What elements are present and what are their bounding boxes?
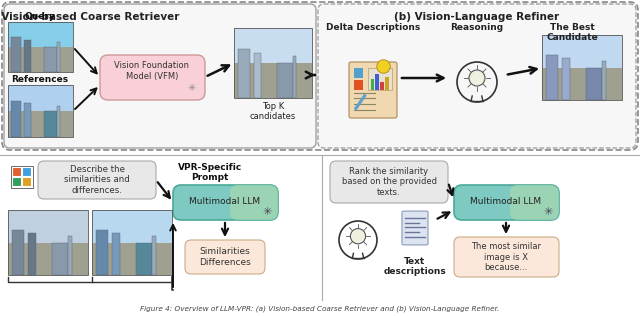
Bar xyxy=(136,242,152,275)
Bar xyxy=(376,74,379,90)
Text: Delta Descriptions: Delta Descriptions xyxy=(326,23,420,32)
FancyBboxPatch shape xyxy=(2,2,638,150)
Bar xyxy=(24,40,31,72)
Bar xyxy=(22,177,31,186)
Bar xyxy=(234,28,312,63)
Text: The most similar
image is X
because...: The most similar image is X because... xyxy=(471,242,541,272)
FancyBboxPatch shape xyxy=(454,237,559,277)
Bar xyxy=(52,242,68,275)
Bar xyxy=(354,80,364,90)
Bar xyxy=(8,85,73,137)
FancyBboxPatch shape xyxy=(230,185,278,220)
Bar xyxy=(602,61,606,100)
Circle shape xyxy=(377,60,390,73)
Bar xyxy=(368,68,392,90)
Bar xyxy=(238,49,250,98)
FancyBboxPatch shape xyxy=(100,55,205,100)
Bar xyxy=(44,111,57,137)
Bar xyxy=(277,63,292,98)
Bar xyxy=(68,236,72,275)
Bar xyxy=(542,35,622,68)
Bar xyxy=(112,233,120,275)
Bar xyxy=(8,47,73,72)
Text: Multimodal LLM: Multimodal LLM xyxy=(470,198,541,206)
Circle shape xyxy=(351,228,365,244)
Bar xyxy=(8,85,73,111)
Text: Similarities
Differences: Similarities Differences xyxy=(199,247,251,267)
FancyBboxPatch shape xyxy=(185,240,265,274)
Text: ✳: ✳ xyxy=(188,83,196,93)
Text: Rank the similarity
based on the provided
texts.: Rank the similarity based on the provide… xyxy=(342,167,436,197)
Bar xyxy=(12,177,21,186)
Bar xyxy=(12,37,21,72)
Text: VPR-Specific
Prompt: VPR-Specific Prompt xyxy=(178,163,242,182)
Text: Vision Foundation
Model (VFM): Vision Foundation Model (VFM) xyxy=(115,61,189,81)
Bar xyxy=(562,58,570,100)
Circle shape xyxy=(469,70,485,86)
FancyBboxPatch shape xyxy=(454,185,559,220)
Bar xyxy=(8,242,88,275)
Bar xyxy=(380,82,384,90)
Bar xyxy=(28,233,36,275)
Bar xyxy=(292,56,296,98)
Bar xyxy=(253,52,261,98)
Text: Top K
candidates: Top K candidates xyxy=(250,102,296,121)
Bar xyxy=(12,100,21,137)
Bar xyxy=(354,68,364,78)
Bar xyxy=(385,76,388,90)
FancyBboxPatch shape xyxy=(330,161,448,203)
Bar xyxy=(542,68,622,100)
FancyBboxPatch shape xyxy=(38,161,156,199)
Bar xyxy=(586,68,602,100)
Text: Figure 4: Overview of LLM-VPR: (a) Vision-based Coarse Retriever and (b) Vision-: Figure 4: Overview of LLM-VPR: (a) Visio… xyxy=(140,305,500,312)
Text: Query: Query xyxy=(24,12,56,21)
FancyBboxPatch shape xyxy=(173,185,278,220)
Bar xyxy=(152,236,156,275)
Bar xyxy=(24,103,31,137)
Bar xyxy=(57,42,60,72)
Bar xyxy=(96,229,108,275)
Text: Text
descriptions: Text descriptions xyxy=(383,257,446,276)
Polygon shape xyxy=(355,94,366,110)
FancyBboxPatch shape xyxy=(402,211,428,245)
Bar xyxy=(542,35,622,100)
Text: Describe the
similarities and
differences.: Describe the similarities and difference… xyxy=(64,165,130,195)
Bar xyxy=(57,106,60,137)
Bar xyxy=(22,167,31,176)
Bar xyxy=(92,210,172,242)
Bar xyxy=(8,111,73,137)
Bar xyxy=(8,22,73,47)
Text: ✳: ✳ xyxy=(262,207,272,217)
Bar xyxy=(8,210,88,275)
FancyBboxPatch shape xyxy=(4,4,316,148)
FancyBboxPatch shape xyxy=(349,62,397,118)
Bar xyxy=(11,166,33,188)
Text: ✳: ✳ xyxy=(543,207,553,217)
Bar xyxy=(234,63,312,98)
Bar xyxy=(92,210,172,275)
Bar xyxy=(44,47,57,72)
Bar xyxy=(546,54,558,100)
Bar xyxy=(92,242,172,275)
Text: The Best
Candidate: The Best Candidate xyxy=(546,23,598,42)
Bar xyxy=(12,167,21,176)
Text: References: References xyxy=(12,75,68,84)
Text: (a) Vision-based Coarse Retriever: (a) Vision-based Coarse Retriever xyxy=(0,12,179,22)
Bar xyxy=(8,210,88,242)
Text: Reasoning: Reasoning xyxy=(451,23,504,32)
Bar xyxy=(12,229,24,275)
Bar xyxy=(8,22,73,72)
FancyBboxPatch shape xyxy=(318,4,636,148)
Text: Multimodal LLM: Multimodal LLM xyxy=(189,198,260,206)
Text: (b) Vision-Language Refiner: (b) Vision-Language Refiner xyxy=(394,12,559,22)
Bar xyxy=(371,79,374,90)
Bar xyxy=(234,28,312,98)
FancyBboxPatch shape xyxy=(510,185,559,220)
